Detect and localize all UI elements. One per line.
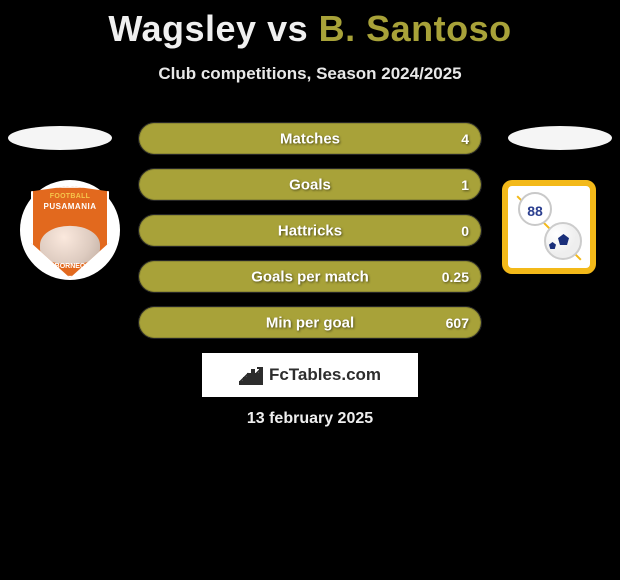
stat-label: Goals per match (251, 268, 369, 285)
team-badge-left: FOOTBALL PUSAMANIA BORNEO (20, 180, 120, 292)
player2-name: B. Santoso (319, 8, 512, 49)
stat-value-right: 4 (461, 131, 469, 147)
player1-name: Wagsley (108, 8, 256, 49)
date-text: 13 february 2025 (247, 410, 373, 428)
stat-row: Matches 4 (138, 122, 482, 155)
stat-value-right: 0 (461, 223, 469, 239)
stat-label: Goals (289, 176, 331, 193)
team-badge-right: 88 (502, 180, 596, 274)
stat-value-right: 1 (461, 177, 469, 193)
stat-value-right: 607 (446, 315, 469, 331)
stat-row: Min per goal 607 (138, 306, 482, 339)
shield-circle: FOOTBALL PUSAMANIA BORNEO (20, 180, 120, 280)
round-badge-icon: 88 (502, 180, 596, 274)
brand-box[interactable]: FcTables.com (202, 353, 418, 397)
stat-row: Hattricks 0 (138, 214, 482, 247)
right-oval-decoration (508, 126, 612, 150)
stat-row: Goals per match 0.25 (138, 260, 482, 293)
badge-number: 88 (518, 192, 552, 226)
vs-text: vs (267, 8, 308, 49)
stat-label: Hattricks (278, 222, 342, 239)
brand-bars-icon (239, 365, 263, 385)
soccer-ball-icon (544, 222, 582, 260)
stat-value-right: 0.25 (442, 269, 469, 285)
page-title: Wagsley vs B. Santoso (0, 0, 620, 50)
brand-text: FcTables.com (269, 365, 381, 385)
subtitle: Club competitions, Season 2024/2025 (0, 64, 620, 84)
shield-icon: FOOTBALL PUSAMANIA BORNEO (31, 186, 109, 278)
shield-graphic (40, 226, 99, 264)
shield-text-top: FOOTBALL (50, 193, 91, 200)
stat-label: Matches (280, 130, 340, 147)
stats-panel: Matches 4 Goals 1 Hattricks 0 Goals per match 0… (138, 122, 482, 352)
stat-label: Min per goal (266, 314, 354, 331)
left-oval-decoration (8, 126, 112, 150)
shield-text-main: PUSAMANIA (44, 202, 97, 211)
stat-row: Goals 1 (138, 168, 482, 201)
shield-text-bottom: BORNEO (55, 263, 86, 270)
